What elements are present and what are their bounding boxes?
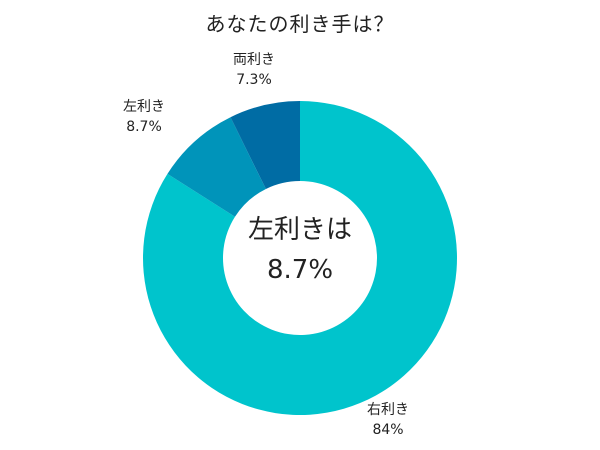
slice-name: 左利き bbox=[123, 99, 165, 115]
chart-title: あなたの利き手は？ bbox=[205, 12, 395, 36]
slice-right-handed bbox=[143, 101, 457, 416]
slice-value: 7.3% bbox=[236, 72, 272, 88]
slice-label-right-handed: 右利き 84% bbox=[362, 400, 414, 440]
slice-left-handed bbox=[167, 117, 266, 217]
slice-value: 84% bbox=[372, 422, 404, 438]
slice-name: 右利き bbox=[367, 402, 409, 418]
slice-label-left-handed: 左利き 8.7% bbox=[118, 97, 170, 137]
donut-center-text: 左利きは 8.7% bbox=[230, 210, 370, 290]
center-text-line2: 8.7% bbox=[266, 255, 334, 285]
slice-name: 両利き bbox=[233, 52, 275, 68]
slice-value: 8.7% bbox=[126, 119, 162, 135]
center-text-line1: 左利きは bbox=[247, 215, 352, 245]
slice-both-handed bbox=[230, 101, 300, 189]
slice-label-both-handed: 両利き 7.3% bbox=[228, 50, 280, 90]
